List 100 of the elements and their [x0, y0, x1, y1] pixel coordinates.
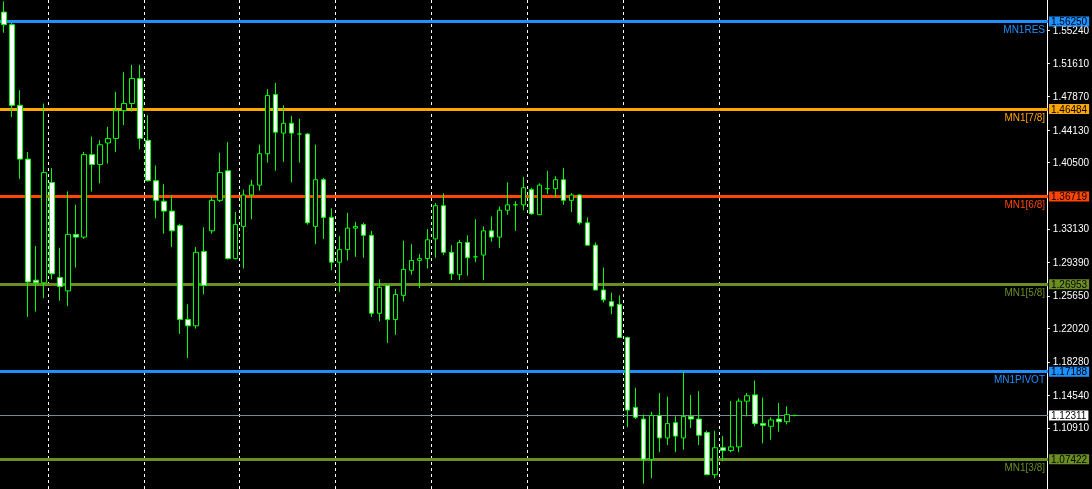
y-tick-label: 1.44130 [1052, 124, 1090, 136]
candlestick [537, 182, 542, 216]
candlestick [593, 241, 598, 291]
text: 1.36719 [1051, 191, 1088, 203]
candlestick [25, 151, 31, 318]
candlestick [129, 64, 135, 113]
text: 1.26953 [1051, 278, 1088, 290]
candlestick [281, 104, 286, 163]
candlestick [161, 183, 167, 235]
y-tick-label: 1.14540 [1052, 389, 1090, 401]
candlestick [193, 246, 199, 330]
text: 1.46484 [1051, 103, 1088, 115]
candlestick [1, 0, 7, 34]
candlestick [577, 193, 582, 226]
candlestick [185, 303, 191, 359]
y-tick-label: 1.51610 [1052, 57, 1090, 69]
candlestick [633, 387, 638, 420]
y-tick-label: 1.10910 [1052, 422, 1090, 434]
candlestick [33, 245, 39, 313]
candlestick [760, 397, 766, 444]
candlestick [377, 278, 382, 322]
candlestick [305, 132, 310, 226]
candlestick [641, 414, 646, 485]
candlestick [241, 189, 246, 269]
candlestick [569, 192, 574, 213]
candlestick [97, 139, 103, 184]
y-tick-label: 1.33130 [1052, 223, 1090, 235]
candlestick [17, 89, 23, 180]
text: 1.12311 [1051, 409, 1087, 421]
ref-line-label: MN1[6/8] [1004, 199, 1046, 211]
candlestick [521, 176, 526, 211]
candlestick [313, 144, 318, 245]
candlestick [297, 118, 302, 164]
y-tick-label: 1.29390 [1052, 256, 1090, 268]
candlestick [169, 194, 175, 248]
ref-line-label: MN1PIVOT [993, 374, 1045, 386]
candlestick [257, 144, 262, 191]
candlestick [121, 71, 127, 126]
y-tick-label: 1.40500 [1052, 157, 1090, 169]
candlestick [73, 204, 79, 269]
candlestick [9, 22, 15, 118]
candlestick [704, 430, 710, 476]
candlestick [249, 179, 254, 220]
candlestick [489, 215, 494, 243]
candlestick [473, 218, 478, 263]
y-tick-label: 1.25650 [1052, 290, 1090, 302]
candlestick [585, 216, 590, 246]
candlestick [673, 415, 678, 453]
candlestick [497, 206, 502, 249]
candlestick [505, 181, 510, 216]
candlestick [57, 247, 63, 302]
candlestick [768, 416, 774, 441]
candlestick [465, 234, 470, 277]
candlestick [289, 115, 294, 183]
candlestick [712, 430, 718, 479]
ref-line-label: MN1RES [1003, 24, 1046, 36]
candlestick [89, 136, 95, 192]
candlestick [233, 211, 238, 261]
candlestick [457, 239, 462, 281]
text: 1.07422 [1051, 453, 1088, 465]
candlestick [41, 103, 47, 299]
ref-line-label: MN1[3/8] [1004, 461, 1046, 473]
candlestick [177, 223, 183, 335]
candlestick [409, 243, 414, 276]
candlestick [321, 177, 326, 240]
y-tick-label: 1.55240 [1052, 25, 1090, 37]
candlestick [481, 225, 486, 281]
candlestick [649, 411, 654, 479]
text: 1.56250 [1051, 16, 1088, 28]
candlestick [217, 152, 223, 203]
candlestick [417, 253, 422, 289]
candlestick [81, 151, 87, 240]
candlestick [657, 392, 662, 453]
text: 1.17188 [1051, 366, 1088, 378]
candlestick [209, 196, 215, 235]
candlestick [665, 396, 670, 446]
candlestick [776, 402, 782, 433]
candlestick [752, 380, 758, 427]
candlestick [688, 394, 694, 429]
candlestick [353, 221, 358, 258]
candlestick [385, 285, 390, 344]
ref-line-label: MN1[5/8] [1004, 286, 1046, 298]
candlestick [401, 240, 406, 303]
candlestick [609, 292, 614, 315]
candlestick [393, 288, 398, 336]
candlestick [273, 82, 278, 172]
candlestick [728, 400, 734, 453]
candlestick [65, 190, 71, 307]
candlestick [369, 230, 374, 318]
candlestick [553, 175, 558, 199]
y-tick-label: 1.22020 [1052, 322, 1090, 334]
candlestick [681, 371, 686, 451]
candlestick [201, 226, 207, 295]
candlestick [601, 267, 606, 304]
candlestick [225, 141, 231, 261]
candlestick [744, 392, 750, 417]
candlestick [113, 91, 119, 153]
candlestick [784, 406, 790, 425]
candlestick [433, 202, 438, 259]
candlestick [425, 228, 430, 269]
